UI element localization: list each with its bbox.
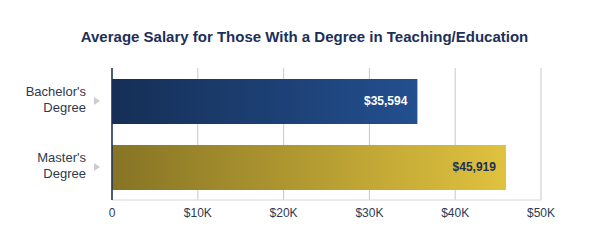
svg-text:$20K: $20K [270,206,298,220]
svg-text:Master'sDegree: Master'sDegree [37,150,86,181]
svg-text:$40K: $40K [441,206,469,220]
svg-text:0: 0 [109,206,116,220]
html-text:Average Salary for Those With: Average Salary for Those With a Degree i… [80,28,529,45]
svg-text:Bachelor'sDegree: Bachelor'sDegree [26,84,87,115]
svg-text:$50K: $50K [527,206,555,220]
svg-text:$30K: $30K [355,206,383,220]
svg-text:$10K: $10K [184,206,212,220]
svg-text:$35,594: $35,594 [364,94,408,108]
svg-text:$45,919: $45,919 [453,160,497,174]
